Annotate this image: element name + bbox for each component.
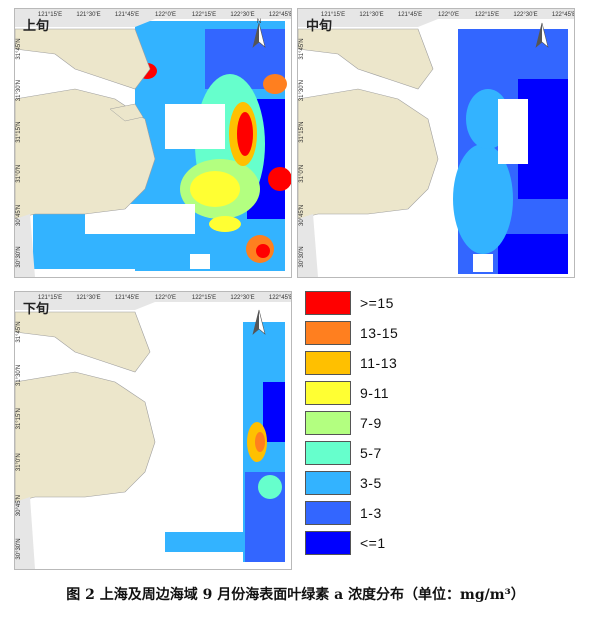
lat-tick-label: 31°15'N [299, 122, 305, 143]
map-panel-late: 121°15'E 121°30'E 121°45'E 122°0'E 122°15'E 1… [14, 291, 292, 570]
lat-tick-label: 30°30'N [16, 538, 22, 559]
north-arrow: N [252, 19, 266, 48]
lon-tick-label: 121°30'E [76, 295, 100, 301]
lat-tick-label: 30°45'N [16, 205, 22, 226]
north-arrow [535, 22, 549, 48]
legend-item: 5-7 [300, 441, 480, 469]
lat-tick-label: 31°45'N [16, 38, 22, 59]
lon-tick-label: 122°30'E [513, 12, 537, 18]
legend-label: 13-15 [360, 325, 399, 341]
legend-swatch [305, 351, 351, 375]
legend-label: 3-5 [360, 475, 382, 491]
lat-tick-label: 30°45'N [299, 205, 305, 226]
lon-tick-label: 121°30'E [76, 12, 100, 18]
legend-swatch [305, 321, 351, 345]
lat-tick-label: 31°0'N [16, 165, 22, 183]
lon-tick-label: 122°15'E [192, 295, 216, 301]
lon-tick-label: 122°0'E [438, 12, 459, 18]
lat-tick-label: 31°45'N [299, 38, 305, 59]
legend-label: 5-7 [360, 445, 382, 461]
lon-tick-label: 121°15'E [321, 12, 345, 18]
land-area [15, 292, 291, 569]
lat-tick-label: 31°30'N [299, 80, 305, 101]
legend-label: 11-13 [360, 355, 398, 371]
map-panel-middle: 121°15'E 121°30'E 121°45'E 122°0'E 122°15'E 1… [297, 8, 575, 278]
legend-item: >=15 [300, 291, 480, 319]
legend-item: <=1 [300, 531, 480, 559]
legend-swatch [305, 531, 351, 555]
lon-tick-label: 122°30'E [230, 295, 254, 301]
map-ticks: 121°15'E 121°30'E 121°45'E 122°0'E 122°15'E 1… [299, 12, 574, 268]
lat-tick-label: 31°30'N [16, 365, 22, 386]
lon-tick-label: 122°45'E [269, 295, 291, 301]
legend-label: >=15 [360, 295, 394, 311]
panel-title-middle: 中旬 [306, 19, 333, 34]
legend-item: 9-11 [300, 381, 480, 409]
land-area [15, 9, 291, 277]
legend-swatch [305, 471, 351, 495]
north-arrow [252, 309, 266, 335]
lat-tick-label: 30°45'N [16, 495, 22, 516]
lat-tick-label: 31°15'N [16, 122, 22, 143]
lon-tick-label: 122°45'E [269, 12, 291, 18]
chlorophyll-field [165, 322, 285, 562]
lat-tick-label: 31°0'N [16, 453, 22, 471]
legend-item: 11-13 [300, 351, 480, 379]
panel-title-early: 上旬 [23, 19, 50, 34]
legend-label: 1-3 [360, 505, 382, 521]
lon-tick-label: 122°15'E [192, 12, 216, 18]
lon-tick-label: 122°0'E [155, 12, 176, 18]
legend-label: 9-11 [360, 385, 389, 401]
lat-tick-label: 31°45'N [16, 321, 22, 342]
lat-tick-label: 31°30'N [16, 80, 22, 101]
map-late: 121°15'E 121°30'E 121°45'E 122°0'E 122°15'E 1… [15, 292, 291, 569]
map-middle: 121°15'E 121°30'E 121°45'E 122°0'E 122°15'E 1… [298, 9, 574, 277]
legend-swatch [305, 291, 351, 315]
map-early: 121°15'E 121°30'E 121°45'E 122°0'E 122°15'E 1… [15, 9, 291, 277]
north-label: N [257, 19, 261, 25]
land-area [298, 9, 574, 277]
chlorophyll-field [453, 29, 568, 274]
lon-tick-label: 122°15'E [475, 12, 499, 18]
legend-swatch [305, 441, 351, 465]
legend-item: 7-9 [300, 411, 480, 439]
legend-label: <=1 [360, 535, 386, 551]
lon-tick-label: 122°30'E [230, 12, 254, 18]
map-ticks: 121°15'E 121°30'E 121°45'E 122°0'E 122°15'E 1… [16, 295, 291, 560]
lon-tick-label: 121°45'E [115, 12, 139, 18]
lon-tick-label: 122°45'E [552, 12, 574, 18]
lon-tick-label: 121°45'E [398, 12, 422, 18]
legend-item: 13-15 [300, 321, 480, 349]
lat-tick-label: 30°30'N [16, 246, 22, 267]
lon-tick-label: 122°0'E [155, 295, 176, 301]
map-ticks: 121°15'E 121°30'E 121°45'E 122°0'E 122°15'E 1… [16, 12, 291, 268]
lon-tick-label: 121°15'E [38, 295, 62, 301]
legend-swatch [305, 411, 351, 435]
legend-item: 3-5 [300, 471, 480, 499]
lon-tick-label: 121°15'E [38, 12, 62, 18]
chlorophyll-field [33, 21, 291, 271]
legend-swatch [305, 501, 351, 525]
map-panel-early: 121°15'E 121°30'E 121°45'E 122°0'E 122°15'E 1… [14, 8, 292, 278]
lat-tick-label: 31°0'N [299, 165, 305, 183]
legend-swatch [305, 381, 351, 405]
legend-item: 1-3 [300, 501, 480, 529]
lon-tick-label: 121°30'E [359, 12, 383, 18]
lat-tick-label: 31°15'N [16, 408, 22, 429]
panel-title-late: 下旬 [23, 302, 50, 317]
lon-tick-label: 121°45'E [115, 295, 139, 301]
lat-tick-label: 30°30'N [299, 246, 305, 267]
legend-label: 7-9 [360, 415, 382, 431]
figure-caption: 图 2 上海及周边海域 9 月份海表面叶绿素 a 浓度分布（单位：mg/m³） [66, 587, 525, 603]
